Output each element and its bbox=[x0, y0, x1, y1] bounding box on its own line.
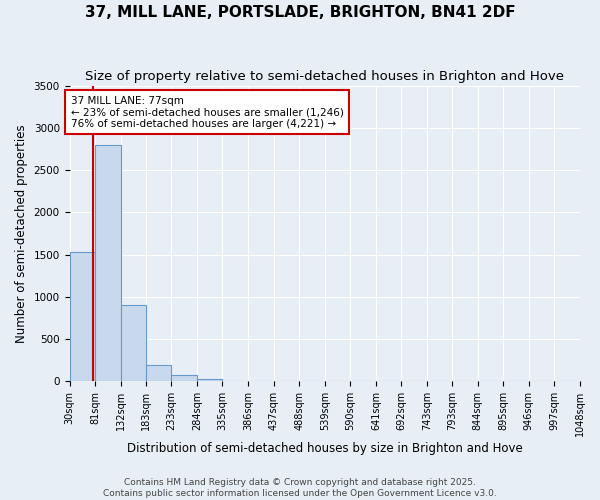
Text: 37 MILL LANE: 77sqm
← 23% of semi-detached houses are smaller (1,246)
76% of sem: 37 MILL LANE: 77sqm ← 23% of semi-detach… bbox=[71, 96, 343, 129]
Bar bbox=[95, 144, 121, 382]
Text: Contains HM Land Registry data © Crown copyright and database right 2025.
Contai: Contains HM Land Registry data © Crown c… bbox=[103, 478, 497, 498]
Bar bbox=[197, 379, 223, 382]
X-axis label: Distribution of semi-detached houses by size in Brighton and Hove: Distribution of semi-detached houses by … bbox=[127, 442, 523, 455]
Title: Size of property relative to semi-detached houses in Brighton and Hove: Size of property relative to semi-detach… bbox=[85, 70, 564, 83]
Bar bbox=[70, 252, 95, 382]
Bar bbox=[121, 306, 146, 382]
Bar bbox=[172, 374, 197, 382]
Bar bbox=[146, 364, 172, 382]
Y-axis label: Number of semi-detached properties: Number of semi-detached properties bbox=[15, 124, 28, 343]
Text: 37, MILL LANE, PORTSLADE, BRIGHTON, BN41 2DF: 37, MILL LANE, PORTSLADE, BRIGHTON, BN41… bbox=[85, 5, 515, 20]
